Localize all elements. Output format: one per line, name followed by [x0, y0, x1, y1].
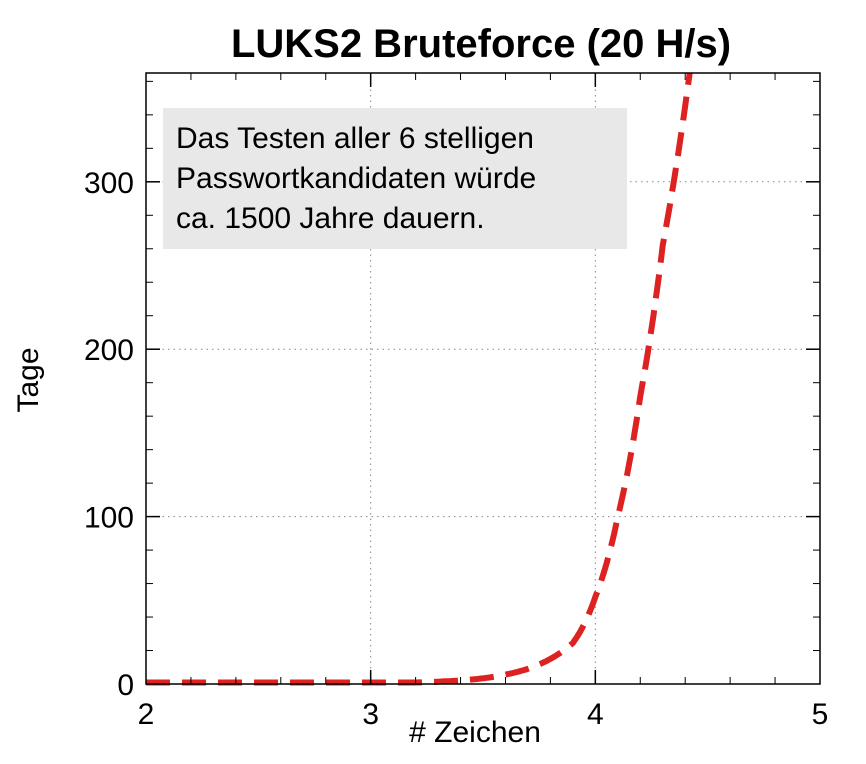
- y-axis-label: Tage: [12, 347, 45, 412]
- y-tick-label: 200: [84, 334, 134, 367]
- ticks: 2 3 4 5 0 100 200 300: [84, 73, 828, 731]
- x-tick-label: 3: [362, 698, 379, 731]
- series-layer: [146, 72, 693, 686]
- y-tick-label: 0: [117, 669, 134, 702]
- annotation-line: Das Testen aller 6 stelligen: [176, 122, 534, 155]
- annotation-line: ca. 1500 Jahre dauern.: [176, 202, 485, 235]
- chart-title: LUKS2 Bruteforce (20 H/s): [231, 22, 731, 66]
- plot-frame: [145, 72, 821, 685]
- annotation-line: Passwortkandidaten würde: [176, 162, 536, 195]
- series-line: [146, 72, 693, 686]
- y-tick-label: 100: [84, 502, 134, 535]
- x-axis-label: # Zeichen: [409, 716, 541, 749]
- x-tick-label: 5: [812, 698, 829, 731]
- annotation-background: [163, 108, 627, 249]
- x-tick-label: 2: [138, 698, 155, 731]
- y-tick-label: 300: [84, 167, 134, 200]
- annotation-box: Das Testen aller 6 stelligen Passwortkand…: [163, 108, 627, 249]
- x-tick-label: 4: [587, 698, 604, 731]
